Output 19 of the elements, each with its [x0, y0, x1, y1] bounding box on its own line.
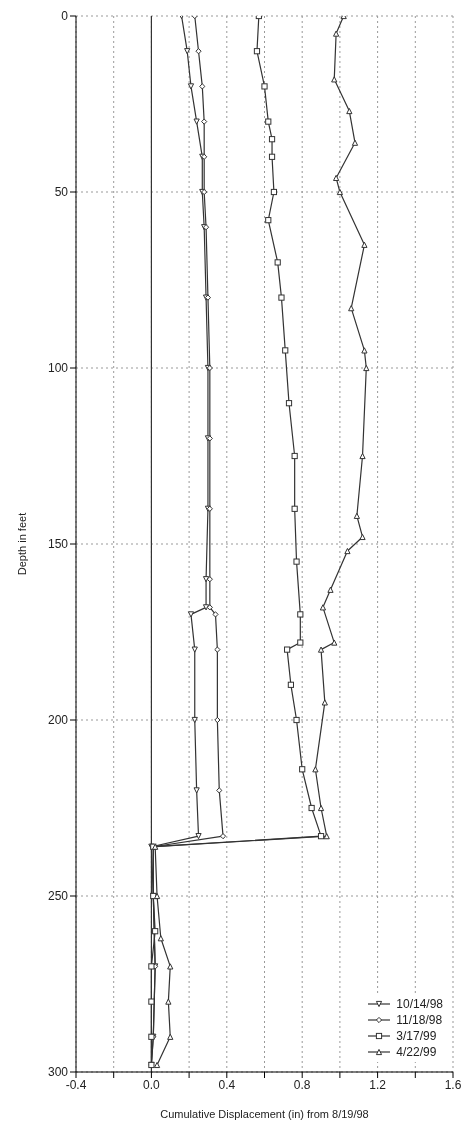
legend-label: 10/14/98 — [396, 996, 443, 1012]
legend-label: 3/17/99 — [396, 1028, 437, 1044]
legend-label: 11/18/98 — [396, 1012, 443, 1028]
x-tick-label: 0.0 — [143, 1077, 161, 1092]
x-tick-label: 1.6 — [444, 1077, 462, 1092]
x-tick-label: 0.8 — [293, 1077, 311, 1092]
x-axis-title: Cumulative Displacement (in) from 8/19/98 — [160, 1108, 369, 1120]
y-tick-label: 250 — [47, 889, 69, 904]
y-tick-label: 50 — [54, 185, 69, 200]
y-tick-label: 300 — [47, 1065, 69, 1080]
y-tick-label: 0 — [61, 9, 69, 24]
y-tick-label: 200 — [47, 713, 69, 728]
y-tick-label: 100 — [47, 361, 69, 376]
x-tick-label: 0.4 — [218, 1077, 236, 1092]
y-tick-label: 150 — [47, 537, 69, 552]
y-axis-title: Depth in feet — [15, 512, 28, 576]
legend-label: 4/22/99 — [396, 1044, 437, 1060]
x-tick-label: 1.2 — [369, 1077, 387, 1092]
x-tick-label: -0.4 — [65, 1077, 87, 1092]
